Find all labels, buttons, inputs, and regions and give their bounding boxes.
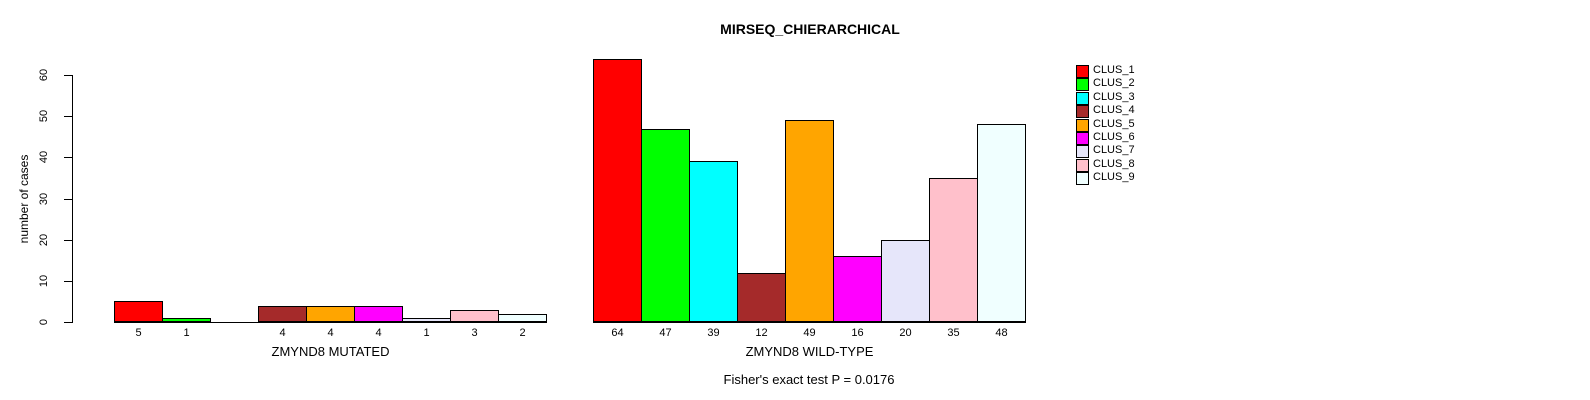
y-axis-tick [64,116,72,117]
bar-value-label: 48 [995,327,1008,339]
legend-swatch-clus_7 [1076,145,1089,158]
bar-clus_2 [162,318,211,322]
y-axis-tick [64,199,72,200]
bar-clus_7 [881,240,930,322]
fisher-test-annotation: Fisher's exact test P = 0.0176 [723,372,895,387]
bar-value-label: 1 [183,327,190,339]
legend-swatch-clus_3 [1076,92,1089,105]
bar-value-label: 4 [375,327,382,339]
y-axis-tick-label: 10 [38,274,50,288]
bar-clus_1 [593,59,642,322]
group-baseline [593,322,1026,323]
legend-swatch-clus_9 [1076,172,1089,185]
bar-value-label: 47 [659,327,672,339]
legend-swatch-clus_2 [1076,78,1089,91]
y-axis-tick [64,157,72,158]
bar-clus_2 [641,129,690,322]
y-axis-tick [64,240,72,241]
bar-value-label: 12 [755,327,768,339]
bar-clus_4 [737,273,786,322]
bar-clus_8 [450,310,499,322]
bar-clus_6 [354,306,403,322]
legend-label-clus_6: CLUS_6 [1093,131,1135,143]
y-axis-tick-label: 50 [38,109,50,123]
legend-swatch-clus_8 [1076,159,1089,172]
bar-value-label: 2 [519,327,526,339]
group-label: ZMYND8 MUTATED [271,344,390,359]
bar-value-label: 4 [327,327,334,339]
bar-clus_3 [689,161,738,322]
bar-clus_4 [258,306,307,322]
bar-value-label: 1 [423,327,430,339]
legend-label-clus_2: CLUS_2 [1093,77,1135,89]
bar-clus_6 [833,256,882,322]
y-axis-tick-label: 20 [38,233,50,247]
bar-clus_9 [977,124,1026,322]
chart-title: MIRSEQ_CHIERARCHICAL [720,21,900,37]
bar-clus_1 [114,301,163,322]
legend-label-clus_4: CLUS_4 [1093,104,1135,116]
legend-swatch-clus_4 [1076,105,1089,118]
bar-clus_8 [929,178,978,322]
legend-label-clus_1: CLUS_1 [1093,64,1135,76]
bar-value-label: 3 [471,327,478,339]
y-axis-tick-label: 40 [38,150,50,164]
legend-label-clus_8: CLUS_8 [1093,158,1135,170]
legend-label-clus_9: CLUS_9 [1093,171,1135,183]
y-axis-tick [64,281,72,282]
bar-value-label: 20 [899,327,912,339]
legend-swatch-clus_6 [1076,132,1089,145]
legend-label-clus_5: CLUS_5 [1093,118,1135,130]
legend-swatch-clus_1 [1076,65,1089,78]
legend-label-clus_3: CLUS_3 [1093,91,1135,103]
group-baseline [114,322,547,323]
y-axis-tick [64,75,72,76]
bar-clus_5 [785,120,834,322]
y-axis-tick-label: 30 [38,192,50,206]
y-axis-tick [64,322,72,323]
y-axis-tick-label: 0 [38,318,50,326]
legend-swatch-clus_5 [1076,119,1089,132]
bar-clus_5 [306,306,355,322]
bar-value-label: 16 [851,327,864,339]
bar-value-label: 35 [947,327,960,339]
bar-value-label: 4 [279,327,286,339]
bar-value-label: 49 [803,327,816,339]
y-axis-tick-label: 60 [38,68,50,82]
bar-value-label: 39 [707,327,720,339]
bar-value-label: 64 [611,327,624,339]
group-label: ZMYND8 WILD-TYPE [745,344,874,359]
bar-value-label: 5 [135,327,142,339]
y-axis-line [72,75,73,323]
legend-label-clus_7: CLUS_7 [1093,144,1135,156]
y-axis-title: number of cases [17,154,31,244]
bar-clus_9 [498,314,547,322]
